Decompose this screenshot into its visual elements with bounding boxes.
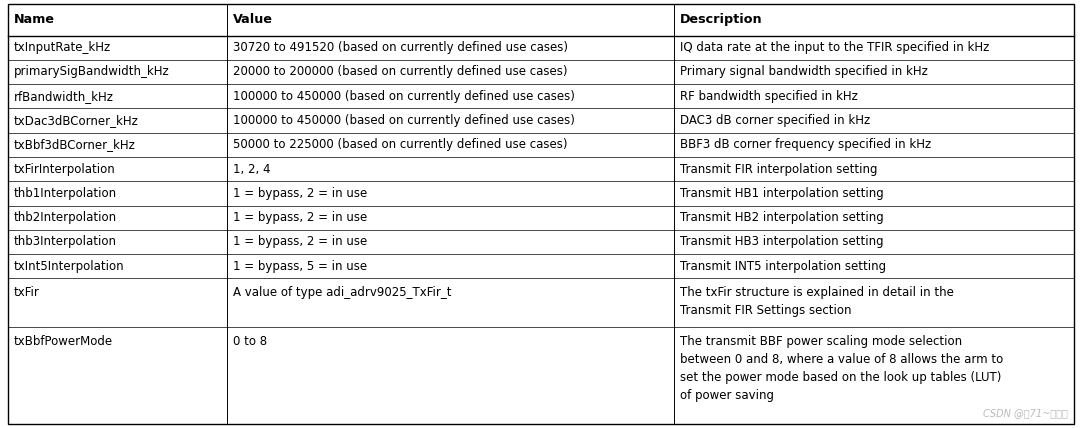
Text: 1 = bypass, 2 = in use: 1 = bypass, 2 = in use	[232, 235, 367, 248]
Text: Value: Value	[232, 13, 272, 26]
Text: Name: Name	[14, 13, 55, 26]
Text: 100000 to 450000 (based on currently defined use cases): 100000 to 450000 (based on currently def…	[232, 90, 575, 103]
Text: Transmit HB1 interpolation setting: Transmit HB1 interpolation setting	[680, 187, 885, 200]
Text: Transmit HB3 interpolation setting: Transmit HB3 interpolation setting	[680, 235, 883, 248]
Text: 1 = bypass, 5 = in use: 1 = bypass, 5 = in use	[232, 260, 366, 273]
Text: The transmit BBF power scaling mode selection
between 0 and 8, where a value of : The transmit BBF power scaling mode sele…	[680, 335, 1003, 402]
Text: 0 to 8: 0 to 8	[232, 335, 267, 348]
Text: 1, 2, 4: 1, 2, 4	[232, 163, 270, 175]
Text: txBbfPowerMode: txBbfPowerMode	[14, 335, 113, 348]
Text: IQ data rate at the input to the TFIR specified in kHz: IQ data rate at the input to the TFIR sp…	[680, 41, 989, 54]
Text: txInputRate_kHz: txInputRate_kHz	[14, 41, 111, 54]
Text: 1 = bypass, 2 = in use: 1 = bypass, 2 = in use	[232, 211, 367, 224]
Text: BBF3 dB corner frequency specified in kHz: BBF3 dB corner frequency specified in kH…	[680, 138, 931, 152]
Text: Primary signal bandwidth specified in kHz: Primary signal bandwidth specified in kH…	[680, 65, 928, 78]
Text: 1 = bypass, 2 = in use: 1 = bypass, 2 = in use	[232, 187, 367, 200]
Text: DAC3 dB corner specified in kHz: DAC3 dB corner specified in kHz	[680, 114, 870, 127]
Text: 30720 to 491520 (based on currently defined use cases): 30720 to 491520 (based on currently defi…	[232, 41, 567, 54]
Text: rfBandwidth_kHz: rfBandwidth_kHz	[14, 90, 114, 103]
Text: Transmit FIR interpolation setting: Transmit FIR interpolation setting	[680, 163, 878, 175]
Text: txBbf3dBCorner_kHz: txBbf3dBCorner_kHz	[14, 138, 136, 152]
Text: Transmit INT5 interpolation setting: Transmit INT5 interpolation setting	[680, 260, 887, 273]
Text: txFirInterpolation: txFirInterpolation	[14, 163, 116, 175]
Text: A value of type adi_adrv9025_TxFir_t: A value of type adi_adrv9025_TxFir_t	[232, 286, 451, 299]
Text: 20000 to 200000 (based on currently defined use cases): 20000 to 200000 (based on currently defi…	[232, 65, 567, 78]
Text: 100000 to 450000 (based on currently defined use cases): 100000 to 450000 (based on currently def…	[232, 114, 575, 127]
Text: CSDN @李71~李先森: CSDN @李71~李先森	[983, 408, 1068, 418]
Text: txInt5Interpolation: txInt5Interpolation	[14, 260, 124, 273]
Text: txFir: txFir	[14, 286, 40, 299]
Text: txDac3dBCorner_kHz: txDac3dBCorner_kHz	[14, 114, 139, 127]
Text: The txFir structure is explained in detail in the
Transmit FIR Settings section: The txFir structure is explained in deta…	[680, 286, 954, 317]
Text: primarySigBandwidth_kHz: primarySigBandwidth_kHz	[14, 65, 170, 78]
Text: 50000 to 225000 (based on currently defined use cases): 50000 to 225000 (based on currently defi…	[232, 138, 567, 152]
Text: Transmit HB2 interpolation setting: Transmit HB2 interpolation setting	[680, 211, 885, 224]
Text: thb1Interpolation: thb1Interpolation	[14, 187, 117, 200]
Text: thb2Interpolation: thb2Interpolation	[14, 211, 117, 224]
Text: thb3Interpolation: thb3Interpolation	[14, 235, 117, 248]
Text: RF bandwidth specified in kHz: RF bandwidth specified in kHz	[680, 90, 859, 103]
Text: Description: Description	[680, 13, 762, 26]
